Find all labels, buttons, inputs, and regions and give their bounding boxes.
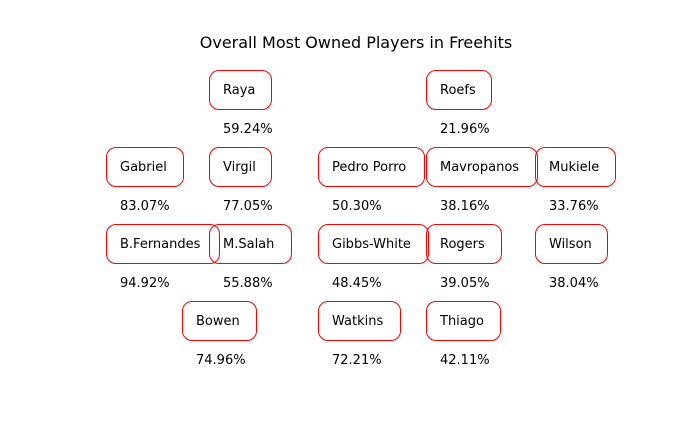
player-name: Virgil [223,160,256,175]
player-name: Watkins [332,314,384,329]
player-name: Mavropanos [440,160,520,175]
ownership-percent-label: 38.16% [440,199,490,214]
ownership-percent-label: 77.05% [223,199,273,214]
player-box [426,224,502,264]
player-name: Raya [223,83,256,98]
ownership-percent-label: 55.88% [223,276,273,291]
ownership-percent-label: 94.92% [120,276,170,291]
player-box [318,301,401,341]
player-box [106,147,184,187]
player-box [426,301,501,341]
player-box [209,147,272,187]
player-name: M.Salah [223,237,275,252]
ownership-percent-label: 48.45% [332,276,382,291]
ownership-percent-label: 39.05% [440,276,490,291]
player-name: Thiago [440,314,484,329]
player-box [209,70,272,110]
player-box [182,301,257,341]
player-name: Pedro Porro [332,160,407,175]
ownership-percent-label: 21.96% [440,122,490,137]
player-box [318,147,425,187]
player-name: Mukiele [549,160,600,175]
ownership-percent-label: 33.76% [549,199,599,214]
player-box [318,224,429,264]
player-name: Gabriel [120,160,167,175]
ownership-percent-label: 42.11% [440,353,490,368]
player-name: Bowen [196,314,240,329]
player-box [535,147,616,187]
player-box [426,147,538,187]
player-box [106,224,220,264]
player-name: Rogers [440,237,485,252]
player-name: Gibbs-White [332,237,411,252]
player-box [426,70,492,110]
ownership-percent-label: 50.30% [332,199,382,214]
player-name: Wilson [549,237,592,252]
player-name: Roefs [440,83,476,98]
chart-title: Overall Most Owned Players in Freehits [199,33,513,52]
ownership-percent-label: 38.04% [549,276,599,291]
ownership-percent-label: 72.21% [332,353,382,368]
player-name: B.Fernandes [120,237,201,252]
ownership-percent-label: 59.24% [223,122,273,137]
ownership-percent-label: 83.07% [120,199,170,214]
player-box [209,224,292,264]
ownership-percent-label: 74.96% [196,353,246,368]
player-box [535,224,608,264]
